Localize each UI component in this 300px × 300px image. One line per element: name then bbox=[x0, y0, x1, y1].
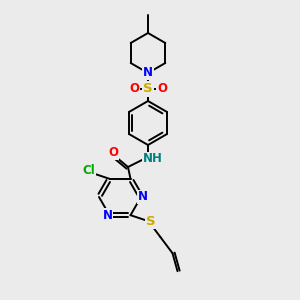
Text: O: O bbox=[129, 82, 139, 95]
Text: O: O bbox=[108, 146, 118, 160]
Text: Cl: Cl bbox=[82, 164, 95, 177]
Text: N: N bbox=[103, 209, 112, 222]
Text: N: N bbox=[143, 67, 153, 80]
Text: N: N bbox=[138, 190, 148, 203]
Text: S: S bbox=[143, 82, 153, 95]
Text: NH: NH bbox=[143, 152, 163, 166]
Text: S: S bbox=[146, 215, 155, 228]
Text: O: O bbox=[157, 82, 167, 95]
